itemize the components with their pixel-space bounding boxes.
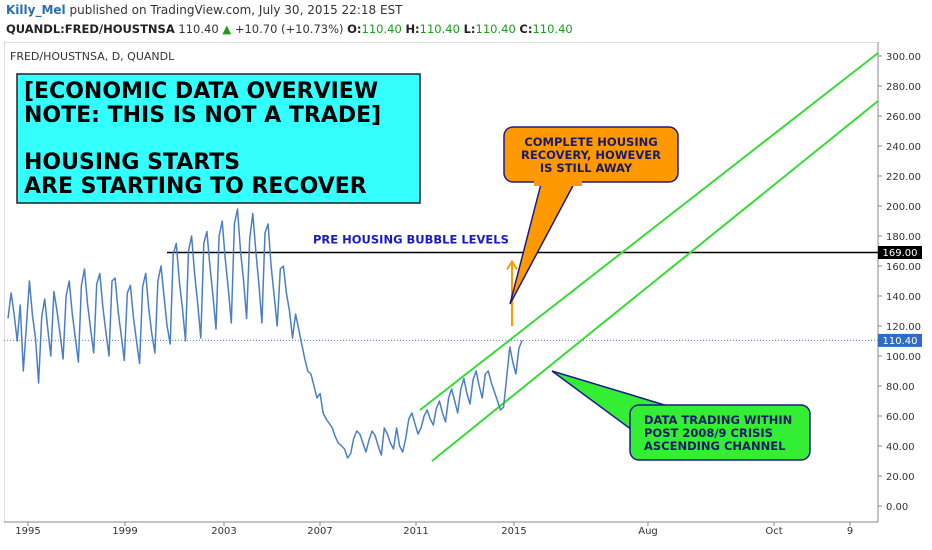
callout-orange-line-1: COMPLETE HOUSING	[524, 135, 657, 149]
x-tick-label: Oct	[765, 526, 782, 536]
price-tag-level-text: 169.00	[883, 248, 918, 259]
chart-header: Killy_Mel published on TradingView.com, …	[0, 0, 932, 40]
callout-green-bg	[629, 404, 811, 461]
pre-bubble-level-label: PRE HOUSING BUBBLE LEVELS	[313, 233, 509, 247]
low-label: L:	[463, 22, 476, 36]
y-tick-label: 140.00	[886, 292, 921, 303]
y-tick-label: 240.00	[886, 142, 921, 153]
price-tag-level: 169.00	[878, 246, 922, 259]
callout-green-line-1: DATA TRADING WITHIN	[644, 413, 792, 427]
time-axis[interactable]: 1995 1999 2003 2007 2011 2015 Aug Oct 9	[15, 522, 853, 536]
note-line-4: HOUSING STARTS	[24, 150, 240, 175]
last-price: 110.40	[178, 22, 219, 36]
callout-green-join	[634, 408, 664, 432]
note-line-1: [ECONOMIC DATA OVERVIEW	[24, 79, 378, 104]
series-label: FRED/HOUSTNSA, D, QUANDL	[10, 50, 175, 63]
note-box[interactable]: [ECONOMIC DATA OVERVIEW NOTE: THIS IS NO…	[16, 73, 421, 204]
channel-lower-line[interactable]	[431, 100, 879, 462]
x-tick-label: 2007	[307, 526, 332, 536]
quote-line: QUANDL:FRED/HOUSTNSA 110.40 ▲ +10.70 (+1…	[6, 22, 573, 36]
y-tick-label: 160.00	[886, 262, 921, 273]
close-label: C:	[519, 22, 533, 36]
price-tag-last: 110.40	[878, 333, 922, 347]
price-tag-last-text: 110.40	[883, 336, 918, 347]
close-value: 110.40	[532, 22, 573, 36]
callout-green-line-3: ASCENDING CHANNEL	[644, 439, 786, 453]
low-value: 110.40	[475, 22, 516, 36]
callout-green[interactable]: DATA TRADING WITHIN POST 2008/9 CRISIS A…	[551, 370, 811, 461]
y-tick-label: 280.00	[886, 82, 921, 93]
y-tick-label: 300.00	[886, 52, 921, 63]
note-box-bg	[16, 73, 421, 204]
callout-orange-bg	[503, 126, 679, 183]
high-label: H:	[405, 22, 420, 36]
note-line-5: ARE STARTING TO RECOVER	[24, 174, 367, 199]
y-tick-label: 0.00	[886, 502, 908, 513]
y-tick-label: 20.00	[886, 472, 915, 483]
y-tick-label: 120.00	[886, 322, 921, 333]
y-tick-label: 200.00	[886, 202, 921, 213]
y-tick-label: 260.00	[886, 112, 921, 123]
x-tick-label: 2003	[211, 526, 236, 536]
y-tick-label: 40.00	[886, 442, 915, 453]
y-tick-label: 100.00	[886, 352, 921, 363]
up-arrow-head-icon	[506, 259, 518, 271]
callout-orange-join	[534, 174, 582, 186]
y-tick-label: 60.00	[886, 412, 915, 423]
chart-frame[interactable]: 0.00 20.00 40.00 60.00 80.00 100.00 120.00 140.…	[4, 42, 928, 536]
x-tick-label: Aug	[638, 526, 658, 536]
open-label: O:	[347, 22, 362, 36]
publish-line: Killy_Mel published on TradingView.com, …	[6, 3, 402, 17]
channel-upper-line[interactable]	[419, 52, 879, 411]
series-line	[7, 208, 523, 459]
callout-green-line-2: POST 2008/9 CRISIS	[644, 426, 773, 440]
callout-orange-line-2: RECOVERY, HOWEVER	[521, 148, 661, 162]
x-tick-label: 1995	[15, 526, 40, 536]
high-value: 110.40	[419, 22, 460, 36]
callout-orange[interactable]: COMPLETE HOUSING RECOVERY, HOWEVER IS ST…	[503, 126, 679, 305]
price-tag-level-bg	[878, 246, 922, 259]
x-tick-label: 2011	[403, 526, 428, 536]
x-tick-label: 1999	[112, 526, 137, 536]
open-value: 110.40	[361, 22, 402, 36]
y-tick-label: 80.00	[886, 382, 915, 393]
x-tick-label: 2015	[501, 526, 526, 536]
price-tag-last-bg	[878, 333, 922, 347]
y-tick-label: 220.00	[886, 172, 921, 183]
symbol-label[interactable]: QUANDL:FRED/HOUSTNSA	[6, 22, 175, 36]
author-link[interactable]: Killy_Mel	[6, 3, 66, 17]
change-value: +10.70 (+10.73%)	[234, 22, 344, 36]
published-text: published on TradingView.com, July 30, 2…	[69, 3, 403, 17]
price-axis[interactable]: 0.00 20.00 40.00 60.00 80.00 100.00 120.00 140.…	[878, 52, 921, 513]
x-tick-label: 9	[847, 526, 853, 536]
note-line-2: NOTE: THIS IS NOT A TRADE]	[24, 103, 381, 128]
y-tick-label: 180.00	[886, 232, 921, 243]
chart-canvas[interactable]: 0.00 20.00 40.00 60.00 80.00 100.00 120.00 140.…	[4, 42, 928, 536]
callout-orange-line-3: IS STILL AWAY	[540, 161, 633, 175]
up-triangle-icon: ▲	[222, 22, 232, 36]
